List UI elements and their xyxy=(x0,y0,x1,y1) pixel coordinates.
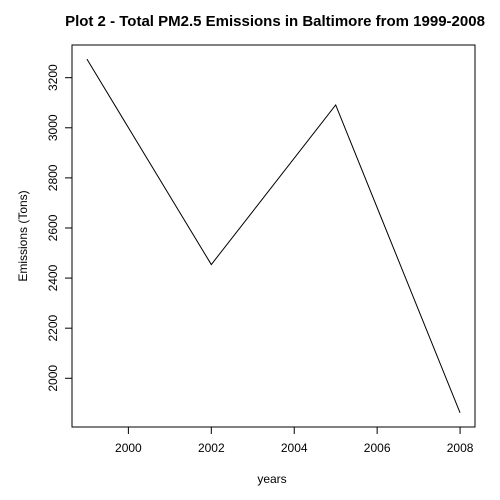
x-axis: 2000 2002 2004 2006 2008 xyxy=(115,426,474,455)
y-tick-label-2600: 2600 xyxy=(46,214,60,241)
x-tick-label-2008: 2008 xyxy=(447,441,474,455)
x-axis-label: years xyxy=(257,472,286,486)
series-line xyxy=(86,58,461,414)
y-tick-label-3000: 3000 xyxy=(46,114,60,141)
y-axis-label: Emissions (Tons) xyxy=(16,190,30,281)
y-tick-label-2000: 2000 xyxy=(46,365,60,392)
y-axis: 2000 2200 2400 2600 2800 3000 3200 xyxy=(46,64,73,392)
plot-frame xyxy=(71,44,476,428)
y-tick-label-3200: 3200 xyxy=(46,64,60,91)
y-tick-label-2400: 2400 xyxy=(46,264,60,291)
x-tick-label-2006: 2006 xyxy=(364,441,391,455)
y-tick-label-2800: 2800 xyxy=(46,164,60,191)
x-tick-label-2000: 2000 xyxy=(115,441,142,455)
chart-title: Plot 2 - Total PM2.5 Emissions in Baltim… xyxy=(65,13,485,30)
x-tick-label-2002: 2002 xyxy=(198,441,225,455)
data-series xyxy=(86,58,461,414)
x-tick-label-2004: 2004 xyxy=(281,441,308,455)
y-tick-label-2200: 2200 xyxy=(46,315,60,342)
